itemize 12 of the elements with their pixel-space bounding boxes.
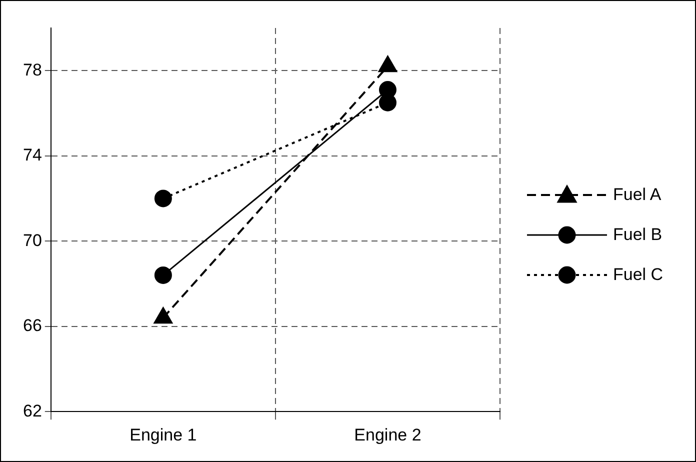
y-tick-label: 66: [22, 316, 42, 336]
point: [154, 190, 172, 208]
point: [154, 266, 172, 284]
y-tick-label: 70: [22, 230, 42, 250]
y-tick-label: 74: [22, 146, 42, 165]
legend-label: Fuel C: [613, 265, 664, 285]
legend-label: Fuel A: [613, 185, 662, 205]
x-tick-label: Engine 1: [130, 425, 197, 444]
y-tick-label: 78: [22, 60, 42, 80]
y-tick-label: 62: [22, 401, 42, 420]
legend-label: Fuel B: [613, 225, 662, 245]
x-tick-label: Engine 2: [354, 425, 422, 444]
